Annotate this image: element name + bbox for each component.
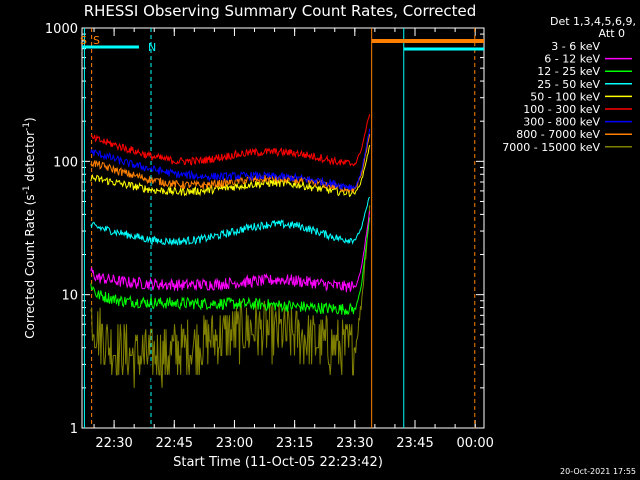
- x-tick-label: 23:00: [216, 436, 253, 451]
- legend-label: 7000 - 15000 keV: [502, 141, 600, 154]
- y-tick-label: 10: [61, 289, 78, 304]
- y-axis-label: Corrected Count Rate (s-1 detector-1): [22, 117, 37, 338]
- y-tick-label: 1: [70, 422, 78, 437]
- y-axis-label-mid: detector: [23, 131, 37, 186]
- series-line: [90, 213, 371, 416]
- plot-area: 1 10 100 1000 22:30 22:45 23:00 23:15 23:30 23:45…: [45, 22, 494, 451]
- y-tick-label: 100: [53, 155, 78, 170]
- y-axis-label-end: ): [23, 117, 37, 122]
- series-line: [90, 144, 371, 198]
- series-line: [90, 114, 371, 167]
- y-axis-label-main: Corrected Count Rate (s: [23, 194, 37, 338]
- legend-label: 800 - 7000 keV: [516, 128, 600, 141]
- legend-title-line-1: Det 1,3,4,5,6,9,: [550, 15, 636, 28]
- series-line: [90, 196, 371, 246]
- legend-label: 50 - 100 keV: [530, 90, 600, 103]
- x-axis-label: Start Time (11-Oct-05 22:23:42): [173, 455, 383, 470]
- plot-frame: [81, 27, 485, 429]
- series-line: [90, 217, 371, 316]
- x-tick-label: 23:45: [396, 436, 433, 451]
- x-tick-label: 23:30: [336, 436, 373, 451]
- x-tick-label: 22:30: [95, 436, 132, 451]
- legend-label: 3 - 6 keV: [551, 40, 600, 53]
- series-line: [90, 128, 371, 191]
- legend-label: 6 - 12 keV: [544, 53, 600, 66]
- x-tick-label: 22:45: [156, 436, 193, 451]
- annotation-n: N: [148, 41, 156, 54]
- y-axis-label-sup1: -1: [22, 185, 32, 194]
- y-tick-label: 1000: [45, 22, 78, 37]
- legend-label: 25 - 50 keV: [537, 78, 600, 91]
- x-tick-label: 00:00: [456, 436, 493, 451]
- legend-label: 300 - 800 keV: [523, 116, 600, 129]
- series-line: [90, 205, 371, 388]
- annotation-s-small: S: [80, 34, 87, 47]
- legend-label: 100 - 300 keV: [523, 103, 600, 116]
- legend-title-line-2: Att 0: [599, 27, 625, 40]
- series-line: [90, 211, 371, 293]
- annotation-s: S: [93, 34, 100, 47]
- x-tick-label: 23:15: [276, 436, 313, 451]
- legend-label: 12 - 25 keV: [537, 65, 600, 78]
- y-axis-label-sup2: -1: [22, 122, 32, 131]
- chart-title: RHESSI Observing Summary Count Rates, Co…: [84, 2, 477, 20]
- timestamp: 20-Oct-2021 17:55: [560, 467, 636, 476]
